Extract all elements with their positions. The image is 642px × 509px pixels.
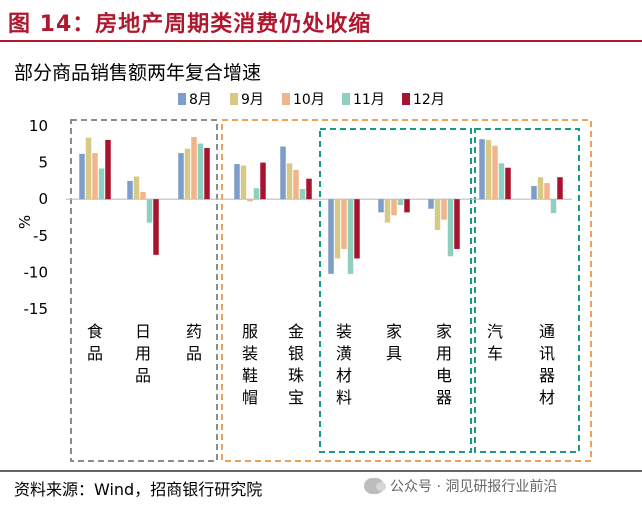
bar-10月-家具 <box>391 199 397 216</box>
bar-10月-服装鞋帽 <box>247 199 253 202</box>
bar-8月-家用电器 <box>428 199 434 209</box>
y-tick-label: -5 <box>33 227 48 245</box>
legend-swatch <box>230 93 238 105</box>
bar-11月-家具 <box>397 199 404 206</box>
bar-10月-食品 <box>92 153 98 200</box>
bar-10月-药品 <box>191 136 197 200</box>
legend-label: 9月 <box>241 92 264 108</box>
bar-8月-日用品 <box>127 180 133 200</box>
category-labels: 食品 日用品 药品 服装鞋帽 金银珠宝 装潢材料 家具 家用电器 汽车 通讯器材 <box>87 322 555 407</box>
bar-11月-汽车 <box>498 163 505 200</box>
bar-9月-汽车 <box>485 139 492 200</box>
category-label: 药品 <box>186 322 202 363</box>
bar-9月-通讯器材 <box>537 177 544 200</box>
title-underline <box>0 40 642 42</box>
legend-label: 10月 <box>293 92 325 108</box>
category-label: 日用品 <box>135 322 151 385</box>
bar-12月-日用品 <box>153 199 159 255</box>
legend-swatch <box>282 93 290 105</box>
chart-title: 部分商品销售额两年复合增速 <box>14 62 261 84</box>
bar-12月-家用电器 <box>454 199 460 249</box>
bar-11月-通讯器材 <box>550 199 557 214</box>
bar-8月-金银珠宝 <box>280 146 286 200</box>
category-label: 装潢材料 <box>336 322 352 407</box>
bar-10月-日用品 <box>140 191 146 200</box>
category-label: 家具 <box>386 322 402 363</box>
bar-12月-食品 <box>105 139 111 200</box>
bar-10月-通讯器材 <box>544 183 550 200</box>
y-tick-label: -10 <box>24 263 49 281</box>
watermark: 公众号 · 洞见研报行业前沿 <box>364 476 557 496</box>
category-label: 服装鞋帽 <box>242 322 258 407</box>
group-boxes <box>70 119 592 462</box>
legend-label: 8月 <box>189 92 212 108</box>
bar-11月-日用品 <box>146 199 153 223</box>
bar-9月-食品 <box>85 137 92 200</box>
y-axis-label: % <box>16 215 34 229</box>
bar-8月-服装鞋帽 <box>234 164 240 200</box>
legend-label: 11月 <box>353 92 385 108</box>
bar-9月-家具 <box>384 199 391 223</box>
figure-title: 图 14：房地产周期类消费仍处收缩 <box>8 12 372 37</box>
legend-label: 12月 <box>413 92 445 108</box>
source-note: 资料来源：Wind，招商银行研究院 <box>14 480 263 499</box>
category-label: 食品 <box>87 322 103 363</box>
y-tick-label: 10 <box>29 117 48 135</box>
y-tick-label: 5 <box>38 154 48 172</box>
category-label: 金银珠宝 <box>288 322 304 407</box>
bar-11月-药品 <box>197 143 204 200</box>
bar-9月-药品 <box>184 148 191 200</box>
category-label: 汽车 <box>487 322 503 363</box>
bar-8月-家具 <box>378 199 384 213</box>
bar-11月-服装鞋帽 <box>253 188 260 200</box>
bar-10月-金银珠宝 <box>293 169 299 200</box>
bar-10月-家用电器 <box>441 199 447 220</box>
bar-9月-装潢材料 <box>334 199 341 259</box>
bar-8月-通讯器材 <box>531 186 537 200</box>
legend: 8月 9月 10月 11月 12月 <box>178 92 445 108</box>
bar-10月-汽车 <box>492 145 498 200</box>
group-box-2 <box>221 119 592 462</box>
bar-10月-装潢材料 <box>341 199 347 249</box>
bar-8月-汽车 <box>479 139 485 200</box>
bar-11月-装潢材料 <box>347 199 354 274</box>
bar-8月-食品 <box>79 153 85 200</box>
bar-12月-金银珠宝 <box>306 178 312 200</box>
group-box-1 <box>70 119 218 462</box>
wechat-icon <box>364 478 386 494</box>
group-box-4 <box>474 128 580 453</box>
chart: 部分商品销售额两年复合增速 % 10 5 0 -5 -10 -15 食品 日用品 药品 服装鞋帽… <box>14 62 592 462</box>
bar-9月-服装鞋帽 <box>240 165 247 200</box>
bar-8月-装潢材料 <box>328 199 334 274</box>
y-tick-label: -15 <box>24 300 49 318</box>
legend-swatch <box>342 93 350 105</box>
bar-12月-服装鞋帽 <box>260 162 266 200</box>
bar-12月-装潢材料 <box>354 199 360 259</box>
bar-12月-家具 <box>404 199 410 213</box>
bar-11月-金银珠宝 <box>299 188 306 200</box>
group-box-3 <box>319 128 472 453</box>
bars <box>79 136 563 274</box>
bar-11月-食品 <box>98 168 105 200</box>
legend-swatch <box>178 93 186 105</box>
bar-12月-通讯器材 <box>557 177 563 200</box>
category-label: 通讯器材 <box>539 322 555 407</box>
y-tick-label: 0 <box>38 190 48 208</box>
bar-9月-金银珠宝 <box>286 163 293 200</box>
category-label: 家用电器 <box>436 322 452 407</box>
bar-9月-家用电器 <box>434 199 441 230</box>
bar-11月-家用电器 <box>447 199 454 257</box>
bar-8月-药品 <box>178 153 184 200</box>
watermark-text: 公众号 · 洞见研报行业前沿 <box>390 479 558 495</box>
footer-rule <box>0 470 642 472</box>
bar-12月-药品 <box>204 147 210 200</box>
bar-9月-日用品 <box>133 176 140 200</box>
legend-swatch <box>402 93 410 105</box>
bar-12月-汽车 <box>505 167 511 200</box>
